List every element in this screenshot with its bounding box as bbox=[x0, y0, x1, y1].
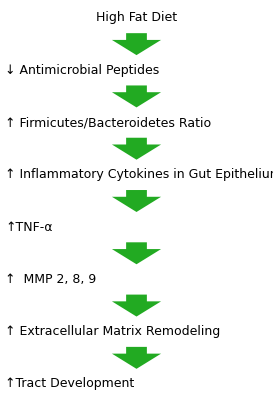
Polygon shape bbox=[112, 138, 161, 160]
Polygon shape bbox=[112, 86, 161, 108]
Text: ↑ Extracellular Matrix Remodeling: ↑ Extracellular Matrix Remodeling bbox=[5, 325, 221, 338]
Polygon shape bbox=[112, 294, 161, 316]
Text: ↑Tract Development: ↑Tract Development bbox=[5, 378, 135, 390]
Polygon shape bbox=[112, 242, 161, 264]
Text: ↑TNF-α: ↑TNF-α bbox=[5, 221, 53, 234]
Polygon shape bbox=[112, 190, 161, 212]
Polygon shape bbox=[112, 33, 161, 55]
Text: ↓ Antimicrobial Peptides: ↓ Antimicrobial Peptides bbox=[5, 64, 160, 77]
Polygon shape bbox=[112, 347, 161, 369]
Text: High Fat Diet: High Fat Diet bbox=[96, 12, 177, 24]
Text: ↑ Inflammatory Cytokines in Gut Epithelium: ↑ Inflammatory Cytokines in Gut Epitheli… bbox=[5, 168, 273, 181]
Text: ↑  MMP 2, 8, 9: ↑ MMP 2, 8, 9 bbox=[5, 273, 97, 286]
Text: ↑ Firmicutes/Bacteroidetes Ratio: ↑ Firmicutes/Bacteroidetes Ratio bbox=[5, 116, 212, 129]
